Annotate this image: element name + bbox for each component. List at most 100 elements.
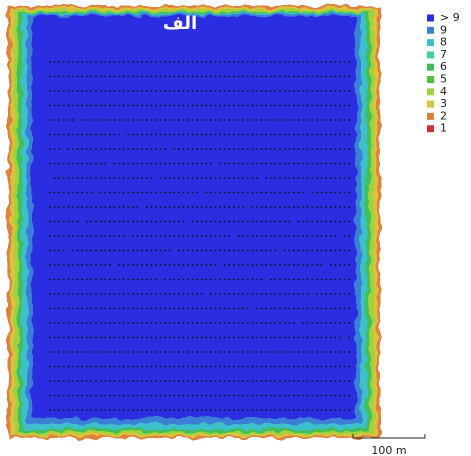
camera-dot xyxy=(67,336,70,339)
camera-dot xyxy=(95,162,97,165)
camera-dot xyxy=(85,61,88,63)
camera-dot xyxy=(122,249,125,252)
camera-dot xyxy=(159,75,162,78)
camera-dot xyxy=(205,249,208,252)
camera-dot xyxy=(150,119,153,121)
camera-dot xyxy=(311,351,314,353)
camera-dot xyxy=(127,75,130,78)
camera-dot xyxy=(297,177,300,179)
camera-dot xyxy=(315,220,318,223)
camera-dot xyxy=(233,191,235,194)
camera-dot xyxy=(348,249,350,252)
camera-dot xyxy=(279,104,281,107)
camera-dot xyxy=(177,249,180,252)
camera-dot xyxy=(200,336,203,339)
camera-dot xyxy=(256,162,258,165)
camera-dot xyxy=(260,336,263,339)
camera-dot xyxy=(67,365,70,368)
camera-dot xyxy=(242,133,245,136)
camera-dot xyxy=(85,177,88,179)
camera-dot xyxy=(256,365,258,368)
camera-dot xyxy=(90,148,93,150)
camera-dot xyxy=(320,162,323,165)
camera-dot xyxy=(95,177,97,179)
camera-dot xyxy=(279,394,281,397)
camera-dot xyxy=(242,235,245,237)
camera-dot xyxy=(173,235,176,237)
camera-dot xyxy=(173,322,176,324)
camera-dot xyxy=(334,104,337,107)
camera-dot xyxy=(154,206,157,208)
camera-dot xyxy=(168,61,171,63)
camera-dot xyxy=(159,322,162,324)
camera-dot xyxy=(108,394,111,397)
camera-dot xyxy=(210,336,212,339)
camera-dot xyxy=(127,336,130,339)
camera-dot xyxy=(219,177,222,179)
camera-dot xyxy=(173,264,176,266)
camera-dot xyxy=(210,75,212,78)
camera-dot xyxy=(320,365,323,368)
camera-dot xyxy=(118,394,120,397)
camera-dot xyxy=(72,61,74,63)
camera-dot xyxy=(325,220,327,223)
camera-dot xyxy=(246,322,249,324)
camera-dot xyxy=(85,380,88,382)
camera-dot xyxy=(187,278,189,281)
camera-dot xyxy=(62,278,65,281)
camera-dot xyxy=(306,148,309,150)
camera-dot xyxy=(108,220,111,223)
camera-dot xyxy=(237,177,240,179)
camera-dot xyxy=(200,264,203,266)
camera-dot xyxy=(223,336,226,339)
camera-dot xyxy=(214,148,217,150)
camera-dot xyxy=(223,351,226,353)
camera-dot xyxy=(104,394,107,397)
camera-dot xyxy=(122,119,125,121)
camera-dot xyxy=(348,119,350,121)
camera-dot xyxy=(90,206,93,208)
camera-dot xyxy=(95,365,97,368)
camera-dot xyxy=(283,119,286,121)
camera-dot xyxy=(205,191,208,194)
camera-dot xyxy=(320,307,323,310)
camera-dot xyxy=(265,61,268,63)
camera-dot xyxy=(242,104,245,107)
camera-dot xyxy=(274,365,277,368)
camera-dot xyxy=(315,206,318,208)
camera-dot xyxy=(90,264,93,266)
camera-dot xyxy=(251,351,254,353)
camera-dot xyxy=(127,293,130,295)
camera-dot xyxy=(279,409,281,411)
camera-dot xyxy=(182,322,185,324)
camera-dot xyxy=(196,293,199,295)
camera-dot xyxy=(81,119,84,121)
camera-dot xyxy=(292,249,295,252)
camera-dot xyxy=(67,409,70,411)
camera-dot xyxy=(150,351,153,353)
camera-dot xyxy=(279,61,281,63)
camera-dot xyxy=(62,162,65,165)
camera-dot xyxy=(265,394,268,397)
camera-dot xyxy=(99,249,102,252)
camera-dot xyxy=(150,90,153,92)
camera-dot xyxy=(122,293,125,295)
camera-dot xyxy=(150,365,153,368)
camera-dot xyxy=(58,322,61,324)
camera-dot xyxy=(223,264,226,266)
camera-dot xyxy=(200,365,203,368)
camera-dot xyxy=(219,191,222,194)
camera-dot xyxy=(118,61,120,63)
camera-dot xyxy=(81,380,84,382)
camera-dot xyxy=(242,191,245,194)
camera-dot xyxy=(210,351,212,353)
camera-dot xyxy=(72,206,74,208)
camera-dot xyxy=(214,351,217,353)
camera-dot xyxy=(49,133,51,136)
camera-dot xyxy=(348,336,350,339)
camera-dot xyxy=(104,220,107,223)
camera-dot xyxy=(325,90,327,92)
camera-dot xyxy=(214,249,217,252)
camera-dot xyxy=(288,75,291,78)
